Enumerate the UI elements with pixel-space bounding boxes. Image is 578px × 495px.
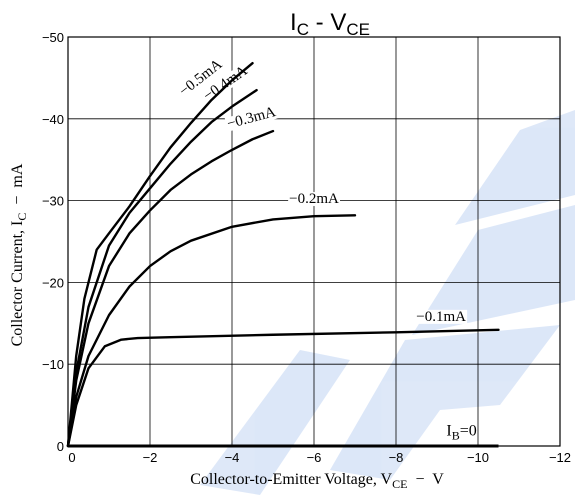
series-label-bg bbox=[415, 309, 468, 324]
watermark bbox=[200, 110, 575, 495]
baseline-label: IB=0 bbox=[446, 422, 476, 442]
x-tick-label: −12 bbox=[549, 450, 571, 465]
chart-title: IC - VCE bbox=[290, 9, 370, 39]
series-line bbox=[66, 328, 500, 448]
y-tick-label: −30 bbox=[42, 194, 64, 209]
series-label-bg bbox=[224, 104, 279, 132]
x-tick-label: −2 bbox=[143, 450, 158, 465]
x-tick-label: −8 bbox=[389, 450, 404, 465]
x-tick-label: −4 bbox=[225, 450, 240, 465]
series-label: −0.1mA bbox=[416, 309, 466, 325]
series-line bbox=[66, 88, 258, 448]
y-tick-label: −50 bbox=[42, 30, 64, 45]
y-axis-label: Collector Current, IC − mA bbox=[9, 163, 29, 346]
series-label-group: −0.2mA bbox=[288, 191, 341, 207]
series-label-bg bbox=[288, 192, 341, 207]
x-tick-label: −6 bbox=[307, 450, 322, 465]
series-label-bg bbox=[200, 62, 251, 105]
series-line bbox=[66, 61, 254, 448]
x-axis-label: Collector-to-Emitter Voltage, VCE − V bbox=[190, 471, 444, 491]
x-tick-label: −10 bbox=[467, 450, 489, 465]
y-tick-label: −20 bbox=[42, 275, 64, 290]
series-label: −0.3mA bbox=[225, 104, 277, 132]
series-label-bg bbox=[176, 56, 226, 100]
series-label-group: −0.1mA bbox=[415, 309, 468, 325]
y-tick-label: 0 bbox=[57, 439, 64, 454]
ticks: 0 −2 −4 −6 −8 −10 −12 0 −10 −20 −30 −40 −50 bbox=[42, 30, 571, 465]
x-tick-label: 0 bbox=[68, 450, 75, 465]
y-tick-label: −10 bbox=[42, 357, 64, 372]
plot-frame bbox=[67, 36, 561, 447]
series-label: −0.2mA bbox=[289, 191, 339, 207]
series-line bbox=[66, 129, 275, 448]
series-line bbox=[66, 214, 357, 448]
y-tick-label: −40 bbox=[42, 112, 64, 127]
series-label-group: −0.3mA bbox=[224, 104, 279, 132]
